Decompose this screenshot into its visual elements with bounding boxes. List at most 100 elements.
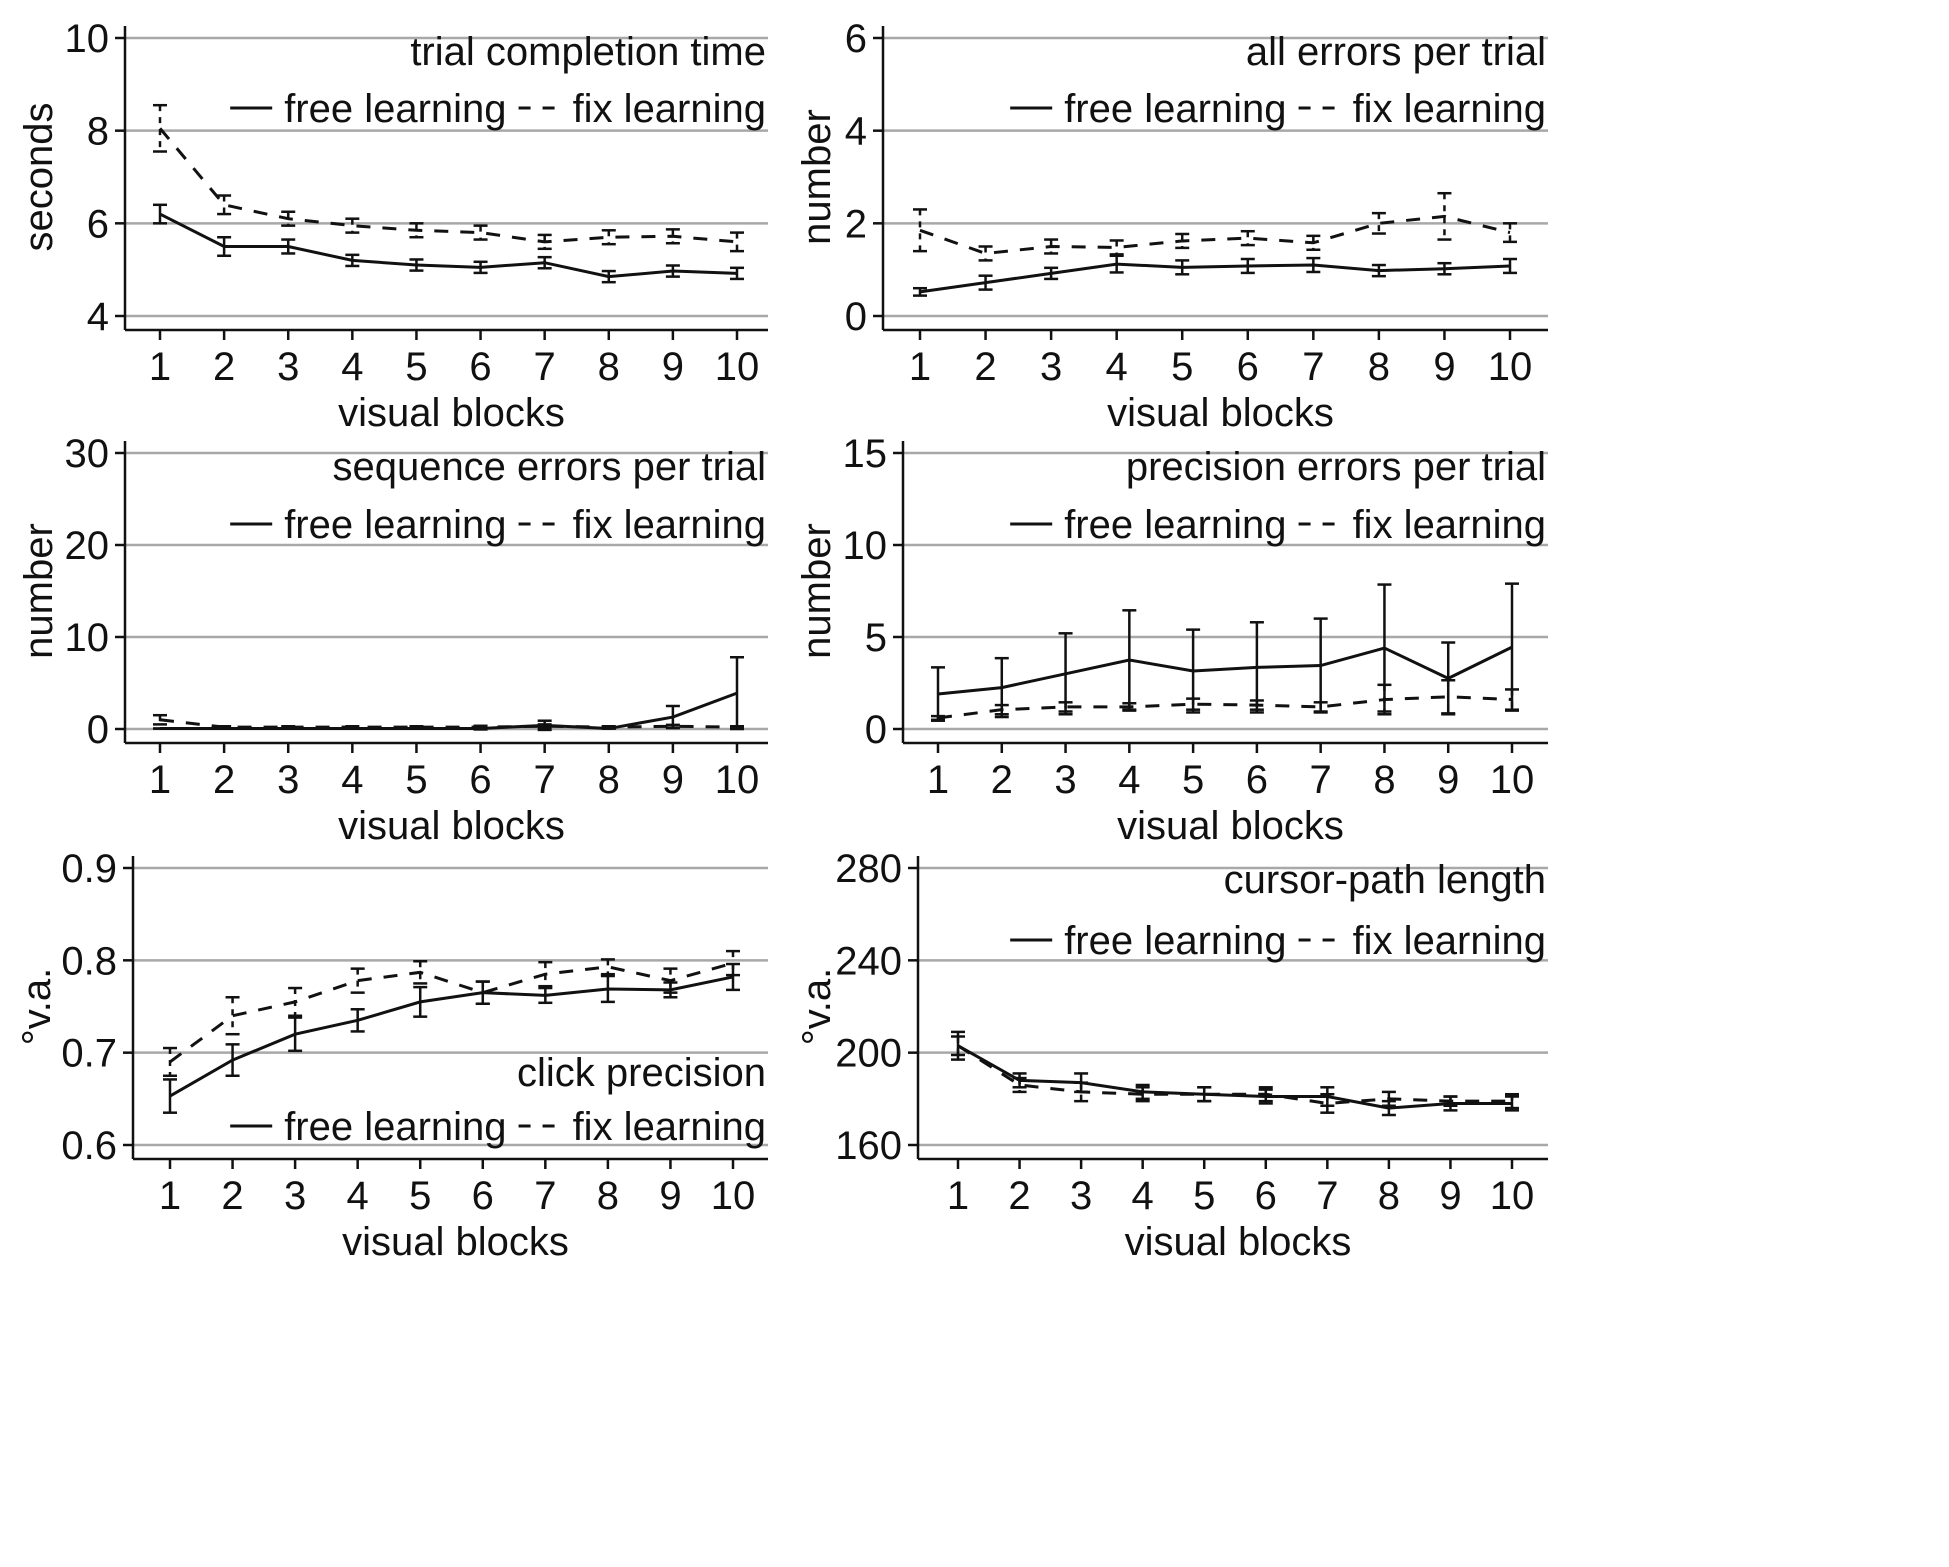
series-fix-learning (153, 713, 744, 730)
error-bar (163, 1078, 177, 1114)
legend-label-free: free learning (284, 87, 506, 131)
legend-label-free: free learning (284, 1105, 506, 1149)
y-tick-label: 15 (843, 432, 888, 476)
error-bar (1503, 222, 1517, 244)
x-tick-label: 5 (1171, 345, 1193, 389)
chart-cursor-path-length: 160 200 240 280 1 2 3 4 5 6 7 8 9 10 visual blocks °v.a… (795, 847, 1548, 1264)
x-tick-label: 5 (405, 758, 427, 802)
error-bar (409, 258, 424, 272)
error-bar (1505, 688, 1519, 711)
chart-title: click precision (517, 1051, 766, 1095)
series-line (919, 262, 1511, 294)
error-bar (409, 724, 424, 730)
error-bar (726, 949, 740, 977)
series-fix-learning (931, 678, 1519, 722)
x-axis-label: visual blocks (338, 391, 565, 435)
x-tick-label: 6 (1237, 345, 1259, 389)
series-free-learning (153, 203, 744, 284)
error-bar (288, 986, 303, 1017)
x-tick-label: 1 (159, 1174, 181, 1218)
error-bar (537, 723, 552, 730)
legend-label-free: free learning (1064, 87, 1286, 131)
series-line (169, 975, 734, 1098)
error-bar (665, 723, 680, 729)
error-bar (537, 255, 552, 270)
x-tick-label: 4 (341, 345, 363, 389)
error-bar (1249, 699, 1264, 711)
error-bar (345, 724, 360, 730)
error-bar (1135, 1086, 1150, 1103)
error-bar (538, 986, 553, 1005)
legend: fix learning free learning (1010, 503, 1546, 547)
x-axis-label: visual blocks (338, 804, 565, 848)
x-tick-label: 6 (469, 758, 491, 802)
x-tick-label: 2 (974, 345, 996, 389)
x-axis-label: visual blocks (1125, 1220, 1352, 1264)
error-bar (473, 724, 488, 730)
error-bar (913, 208, 927, 253)
legend: fix learning free learning (1010, 87, 1546, 131)
x-axis-label: visual blocks (342, 1220, 569, 1264)
error-bar (538, 960, 553, 988)
error-bar (1240, 257, 1255, 275)
legend-label-free: free learning (1064, 503, 1286, 547)
series-line (919, 214, 1511, 255)
x-tick-label: 7 (534, 1174, 556, 1218)
error-bar (153, 713, 167, 726)
legend-label-free: free learning (1064, 919, 1286, 963)
x-tick-label: 9 (662, 345, 684, 389)
error-bar (1109, 239, 1124, 256)
y-tick-label: 240 (835, 939, 902, 983)
x-tick-label: 7 (1302, 345, 1324, 389)
x-tick-label: 8 (598, 758, 620, 802)
error-bar (1306, 234, 1321, 251)
error-bar (730, 231, 744, 253)
x-tick-label: 10 (715, 345, 760, 389)
error-bar (1175, 232, 1190, 250)
error-bar (225, 996, 240, 1036)
error-bar (217, 235, 232, 258)
error-bar (350, 1008, 365, 1033)
x-tick-label: 1 (149, 758, 171, 802)
chart-title: sequence errors per trial (332, 445, 766, 489)
x-tick-label: 10 (711, 1174, 756, 1218)
x-tick-label: 6 (1255, 1174, 1277, 1218)
series-fix-learning (951, 1035, 1519, 1114)
legend-label-fix: fix learning (573, 1105, 766, 1149)
y-tick-label: 0 (865, 708, 887, 752)
x-tick-label: 9 (1437, 758, 1459, 802)
series-fix-learning (153, 103, 744, 253)
x-tick-label: 2 (213, 345, 235, 389)
y-tick-label: 30 (65, 432, 110, 476)
x-tick-label: 4 (1106, 345, 1128, 389)
error-bar (345, 217, 360, 234)
error-bar (475, 980, 490, 1005)
x-tick-label: 2 (991, 758, 1013, 802)
y-tick-label: 20 (65, 524, 110, 568)
x-tick-label: 7 (1316, 1174, 1338, 1218)
error-bar (1258, 1086, 1273, 1103)
x-tick-label: 2 (221, 1174, 243, 1218)
series-line (937, 695, 1513, 720)
series-line (957, 1044, 1512, 1110)
chart-sequence-errors: 0 10 20 30 1 2 3 4 5 6 7 8 9 10 visual blocks number seq… (17, 432, 768, 848)
error-bar (1381, 1090, 1396, 1108)
error-bar (931, 714, 945, 722)
x-tick-label: 3 (1070, 1174, 1092, 1218)
x-tick-label: 10 (1488, 345, 1533, 389)
y-tick-label: 8 (87, 110, 109, 154)
x-tick-label: 9 (659, 1174, 681, 1218)
error-bar (217, 724, 232, 730)
error-bar (1197, 1086, 1212, 1103)
error-bar (1377, 683, 1392, 716)
error-bar (1503, 257, 1517, 275)
error-bar (978, 274, 993, 291)
series-line (957, 1044, 1512, 1105)
error-bar (163, 1046, 177, 1077)
series-fix-learning (913, 191, 1517, 262)
error-bar (1313, 701, 1328, 713)
error-bar (153, 203, 167, 225)
